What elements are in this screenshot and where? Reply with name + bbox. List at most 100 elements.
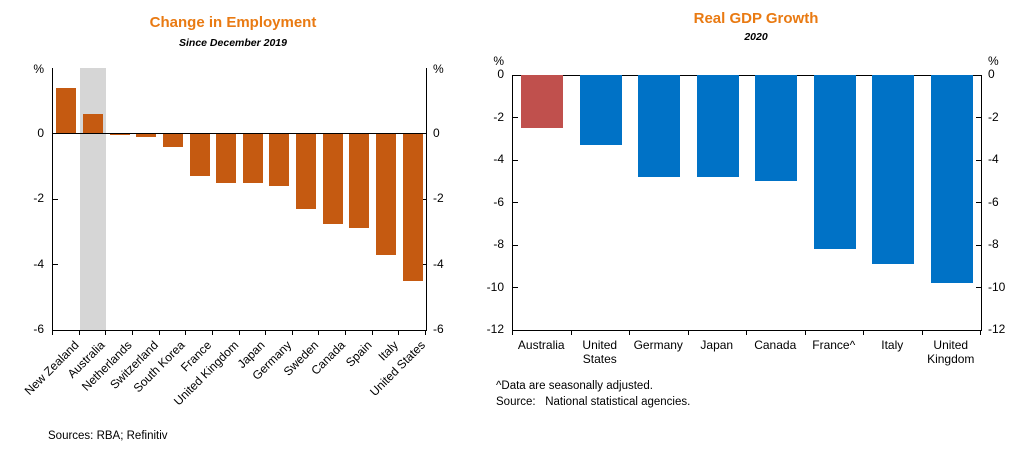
x-label-japan: Japan — [700, 338, 734, 352]
x-label-new-zealand: New Zealand — [21, 338, 82, 398]
y-axis-tick — [976, 202, 981, 203]
y-tick-label-left: -2 — [493, 109, 504, 124]
y-axis-tick — [976, 287, 981, 288]
chart-subtitle: 2020 — [744, 31, 768, 43]
y-axis-tick — [421, 198, 426, 200]
y-tick-label-right: -10 — [988, 279, 1006, 294]
x-label-france: France^ — [812, 338, 856, 352]
y-axis-tick — [976, 159, 981, 161]
y-axis-tick — [421, 264, 426, 265]
x-label-canada: Canada — [754, 338, 797, 352]
bar-new-zealand — [56, 87, 77, 134]
y-tick-label-right: 0 — [433, 125, 440, 140]
y-tick-label-right: -8 — [988, 237, 999, 251]
y-axis-tick — [513, 244, 518, 246]
y-tick-label-left: 0 — [497, 67, 504, 81]
y-axis-unit-left: % — [493, 54, 504, 68]
x-axis-tick — [863, 331, 864, 335]
y-tick-label-right: -6 — [433, 322, 444, 336]
y-tick-label-left: -6 — [493, 194, 504, 209]
y-axis-tick — [513, 202, 518, 203]
y-axis-tick — [976, 117, 981, 118]
x-label-france: France — [178, 338, 215, 375]
x-axis-tick — [398, 331, 400, 335]
x-label-australia: Australia — [517, 338, 565, 352]
x-label-italy: Italy — [375, 338, 401, 364]
x-axis-tick — [158, 331, 160, 335]
x-axis-tick — [345, 331, 347, 335]
y-tick-label-left: -10 — [486, 279, 504, 294]
bar-italy — [376, 133, 397, 255]
x-axis-tick — [318, 331, 320, 335]
highlight-band-australia — [79, 68, 107, 330]
x-label-canada: Canada — [308, 338, 348, 378]
bar-united-kingdom — [216, 133, 237, 183]
bar-netherlands — [109, 133, 130, 136]
bar-spain — [349, 133, 370, 229]
x-label-japan: Japan — [234, 338, 268, 372]
y-tick-label-right: -12 — [988, 322, 1006, 336]
y-axis-tick — [53, 133, 58, 134]
y-tick-label-right: -2 — [988, 109, 999, 124]
y-tick-label-right: -4 — [988, 152, 999, 166]
y-axis-tick — [53, 329, 58, 331]
bar-canada — [322, 133, 343, 224]
chart-subtitle: Since December 2019 — [179, 37, 287, 49]
bar-japan — [696, 75, 739, 177]
y-tick-label-left: -4 — [33, 256, 44, 271]
zero-line — [513, 74, 981, 76]
bar-france — [813, 75, 856, 250]
x-axis-tick — [425, 331, 426, 335]
footnote-source: Source: National statistical agencies. — [496, 396, 691, 408]
x-axis-tick — [52, 331, 53, 335]
y-axis-tick — [976, 329, 981, 331]
y-axis-tick — [513, 287, 518, 288]
x-label-united-kingdom: United Kingdom — [170, 338, 242, 409]
x-axis-tick — [265, 331, 267, 335]
bar-sweden — [296, 133, 317, 209]
bar-germany — [638, 75, 681, 177]
x-axis-tick — [131, 331, 133, 335]
x-label-australia: Australia — [64, 338, 108, 381]
x-axis-tick — [570, 331, 572, 335]
bar-switzerland — [136, 133, 157, 137]
x-axis-tick — [746, 331, 747, 335]
x-axis-tick — [185, 331, 187, 335]
x-label-sweden: Sweden — [280, 338, 321, 379]
x-label-south-korea: South Korea — [130, 338, 188, 396]
x-axis-tick — [105, 331, 107, 335]
bar-canada — [755, 75, 798, 182]
x-label-united-states: United States — [366, 338, 428, 399]
plot-area — [52, 68, 427, 331]
x-label-netherlands: Netherlands — [78, 338, 135, 394]
bar-japan — [242, 133, 263, 183]
y-axis-tick — [53, 264, 58, 265]
y-axis-tick — [513, 329, 518, 331]
sources-note: Sources: RBA; Refinitiv — [48, 430, 168, 442]
y-axis-unit-left: % — [33, 62, 44, 76]
x-label-united-kingdom: United Kingdom — [927, 338, 975, 367]
x-label-switzerland: Switzerland — [107, 338, 162, 392]
y-axis-tick — [513, 117, 518, 118]
y-axis-tick — [421, 329, 426, 331]
y-tick-label-right: -6 — [988, 194, 999, 209]
chart-title: Real GDP Growth — [693, 10, 819, 27]
bar-australia — [82, 113, 103, 134]
chart-title: Change in Employment — [149, 14, 317, 31]
x-label-italy: Italy — [881, 338, 904, 352]
y-axis-tick — [513, 74, 518, 76]
x-label-germany: Germany — [633, 338, 683, 352]
bar-united-states — [402, 133, 423, 281]
y-axis-tick — [513, 159, 518, 161]
x-axis-tick — [629, 331, 630, 335]
bar-united-kingdom — [930, 75, 973, 284]
x-axis-tick — [238, 331, 240, 335]
x-axis-tick — [211, 331, 213, 335]
x-axis-tick — [687, 331, 689, 335]
x-axis-tick — [512, 331, 513, 335]
bar-australia — [521, 75, 564, 129]
bar-united-states — [579, 75, 622, 146]
x-axis-tick — [804, 331, 806, 335]
bar-germany — [269, 133, 290, 186]
